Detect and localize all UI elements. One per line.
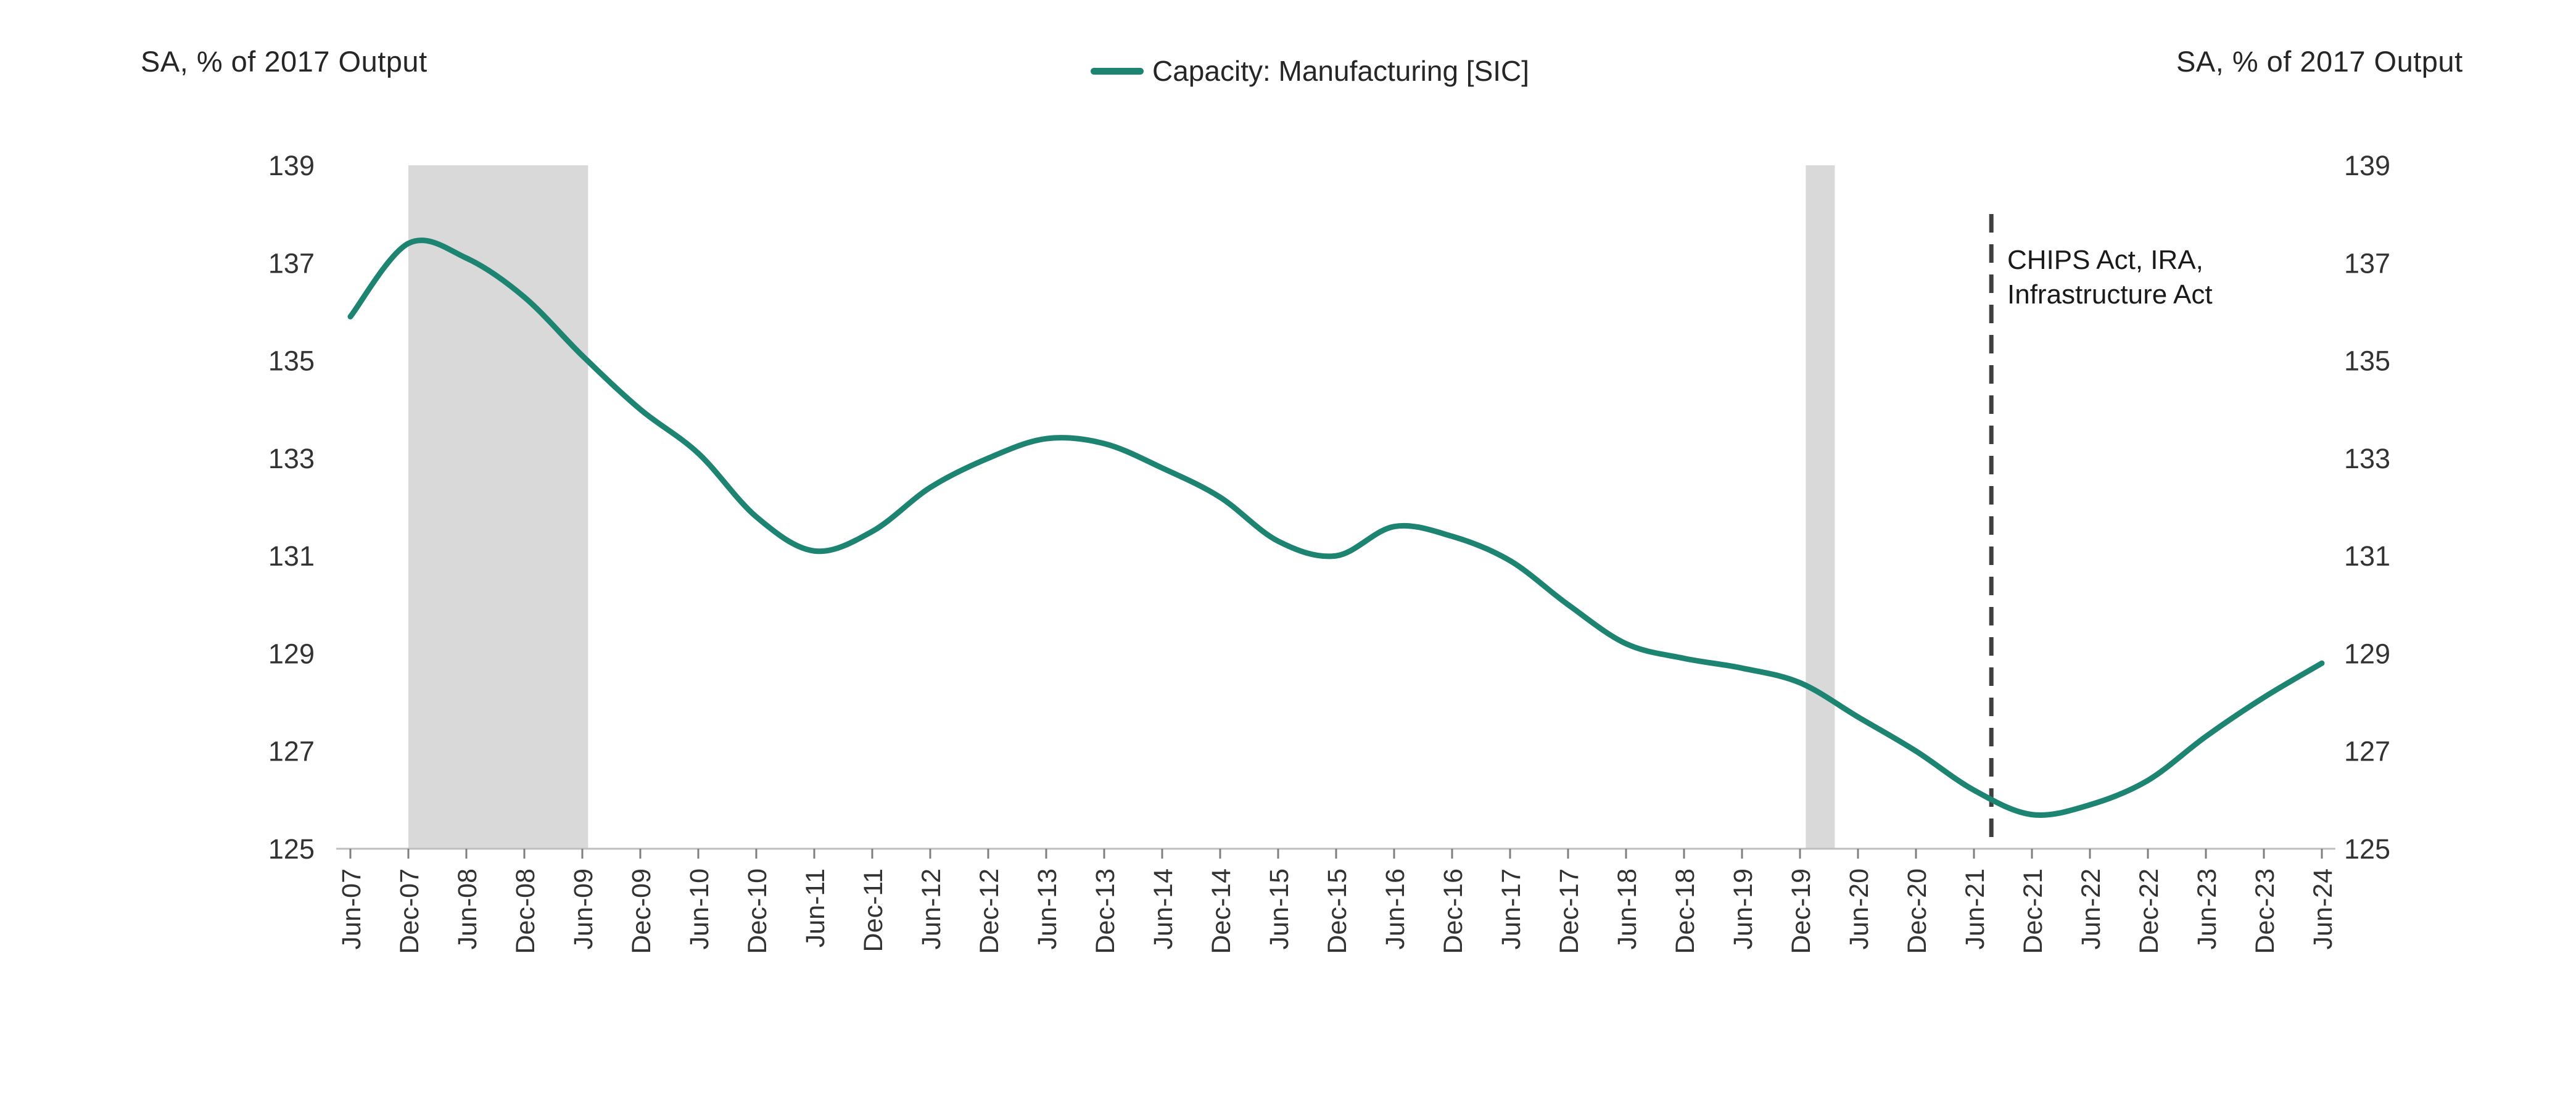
x-tick-label: Dec-12 (975, 868, 1004, 954)
right-axis-title: SA, % of 2017 Output (2176, 45, 2463, 78)
y-tick-label-right: 135 (2344, 345, 2390, 377)
policy-annotation-line1: CHIPS Act, IRA, (2007, 245, 2203, 275)
x-tick-label: Jun-10 (685, 868, 714, 949)
x-tick-label: Dec-19 (1786, 868, 1816, 954)
legend-line-swatch (1091, 67, 1144, 75)
x-tick-label: Dec-09 (627, 868, 656, 954)
x-tick-label: Jun-19 (1728, 868, 1758, 949)
x-tick-label: Dec-23 (2250, 868, 2280, 954)
policy-annotation: CHIPS Act, IRA, Infrastructure Act (2007, 243, 2213, 312)
x-tick-label: Dec-17 (1554, 868, 1584, 954)
x-tick-label: Dec-15 (1323, 868, 1352, 954)
legend-series-label: Capacity: Manufacturing [SIC] (1152, 55, 1530, 87)
y-tick-label-right: 137 (2344, 247, 2390, 279)
x-tick-label: Dec-16 (1439, 868, 1468, 954)
y-tick-label-right: 125 (2344, 833, 2390, 865)
y-tick-label-left: 137 (268, 247, 315, 279)
x-tick-label: Dec-11 (859, 868, 888, 952)
x-tick-label: Dec-08 (511, 868, 540, 954)
policy-annotation-line2: Infrastructure Act (2007, 279, 2213, 310)
x-tick-label: Dec-13 (1091, 868, 1120, 954)
x-tick-label: Jun-16 (1381, 868, 1410, 949)
y-tick-label-right: 129 (2344, 638, 2390, 669)
y-tick-label-left: 135 (268, 345, 315, 377)
y-tick-label-left: 129 (268, 638, 315, 669)
x-tick-label: Dec-14 (1207, 868, 1236, 954)
covid-recession-band (1806, 165, 1835, 849)
x-tick-label: Jun-13 (1033, 868, 1062, 949)
y-tick-label-left: 131 (268, 540, 315, 572)
x-tick-label: Jun-15 (1265, 868, 1294, 949)
x-tick-label: Jun-22 (2076, 868, 2106, 949)
x-tick-label: Jun-24 (2308, 868, 2338, 949)
legend: Capacity: Manufacturing [SIC] (1091, 54, 1529, 88)
x-tick-label: Jun-11 (801, 868, 830, 947)
x-tick-label: Jun-17 (1496, 868, 1526, 949)
x-tick-label: Jun-21 (1960, 868, 1990, 949)
x-tick-label: Dec-20 (1902, 868, 1932, 954)
x-tick-label: Jun-12 (917, 868, 946, 949)
x-tick-label: Jun-14 (1149, 868, 1178, 949)
x-tick-label: Dec-21 (2018, 868, 2048, 954)
x-tick-label: Jun-07 (337, 868, 366, 949)
x-tick-label: Jun-09 (569, 868, 598, 949)
y-tick-label-right: 139 (2344, 150, 2390, 181)
x-tick-label: Jun-18 (1612, 868, 1642, 949)
x-tick-label: Dec-10 (743, 868, 772, 954)
x-tick-label: Dec-22 (2134, 868, 2164, 954)
x-tick-label: Jun-08 (453, 868, 482, 949)
y-tick-label-left: 127 (268, 736, 315, 767)
left-axis-title: SA, % of 2017 Output (141, 45, 427, 78)
x-tick-label: Dec-18 (1670, 868, 1700, 954)
capacity-series-line (347, 237, 2325, 818)
y-tick-label-right: 127 (2344, 736, 2390, 767)
y-tick-label-left: 139 (268, 150, 315, 181)
y-tick-label-left: 133 (268, 443, 315, 474)
great-recession-band (408, 165, 588, 849)
x-tick-label: Jun-20 (1844, 868, 1874, 949)
y-tick-label-left: 125 (268, 833, 315, 865)
x-tick-label: Dec-07 (395, 868, 424, 954)
y-tick-label-right: 131 (2344, 540, 2390, 572)
y-tick-label-right: 133 (2344, 443, 2390, 474)
x-tick-label: Jun-23 (2192, 868, 2222, 949)
